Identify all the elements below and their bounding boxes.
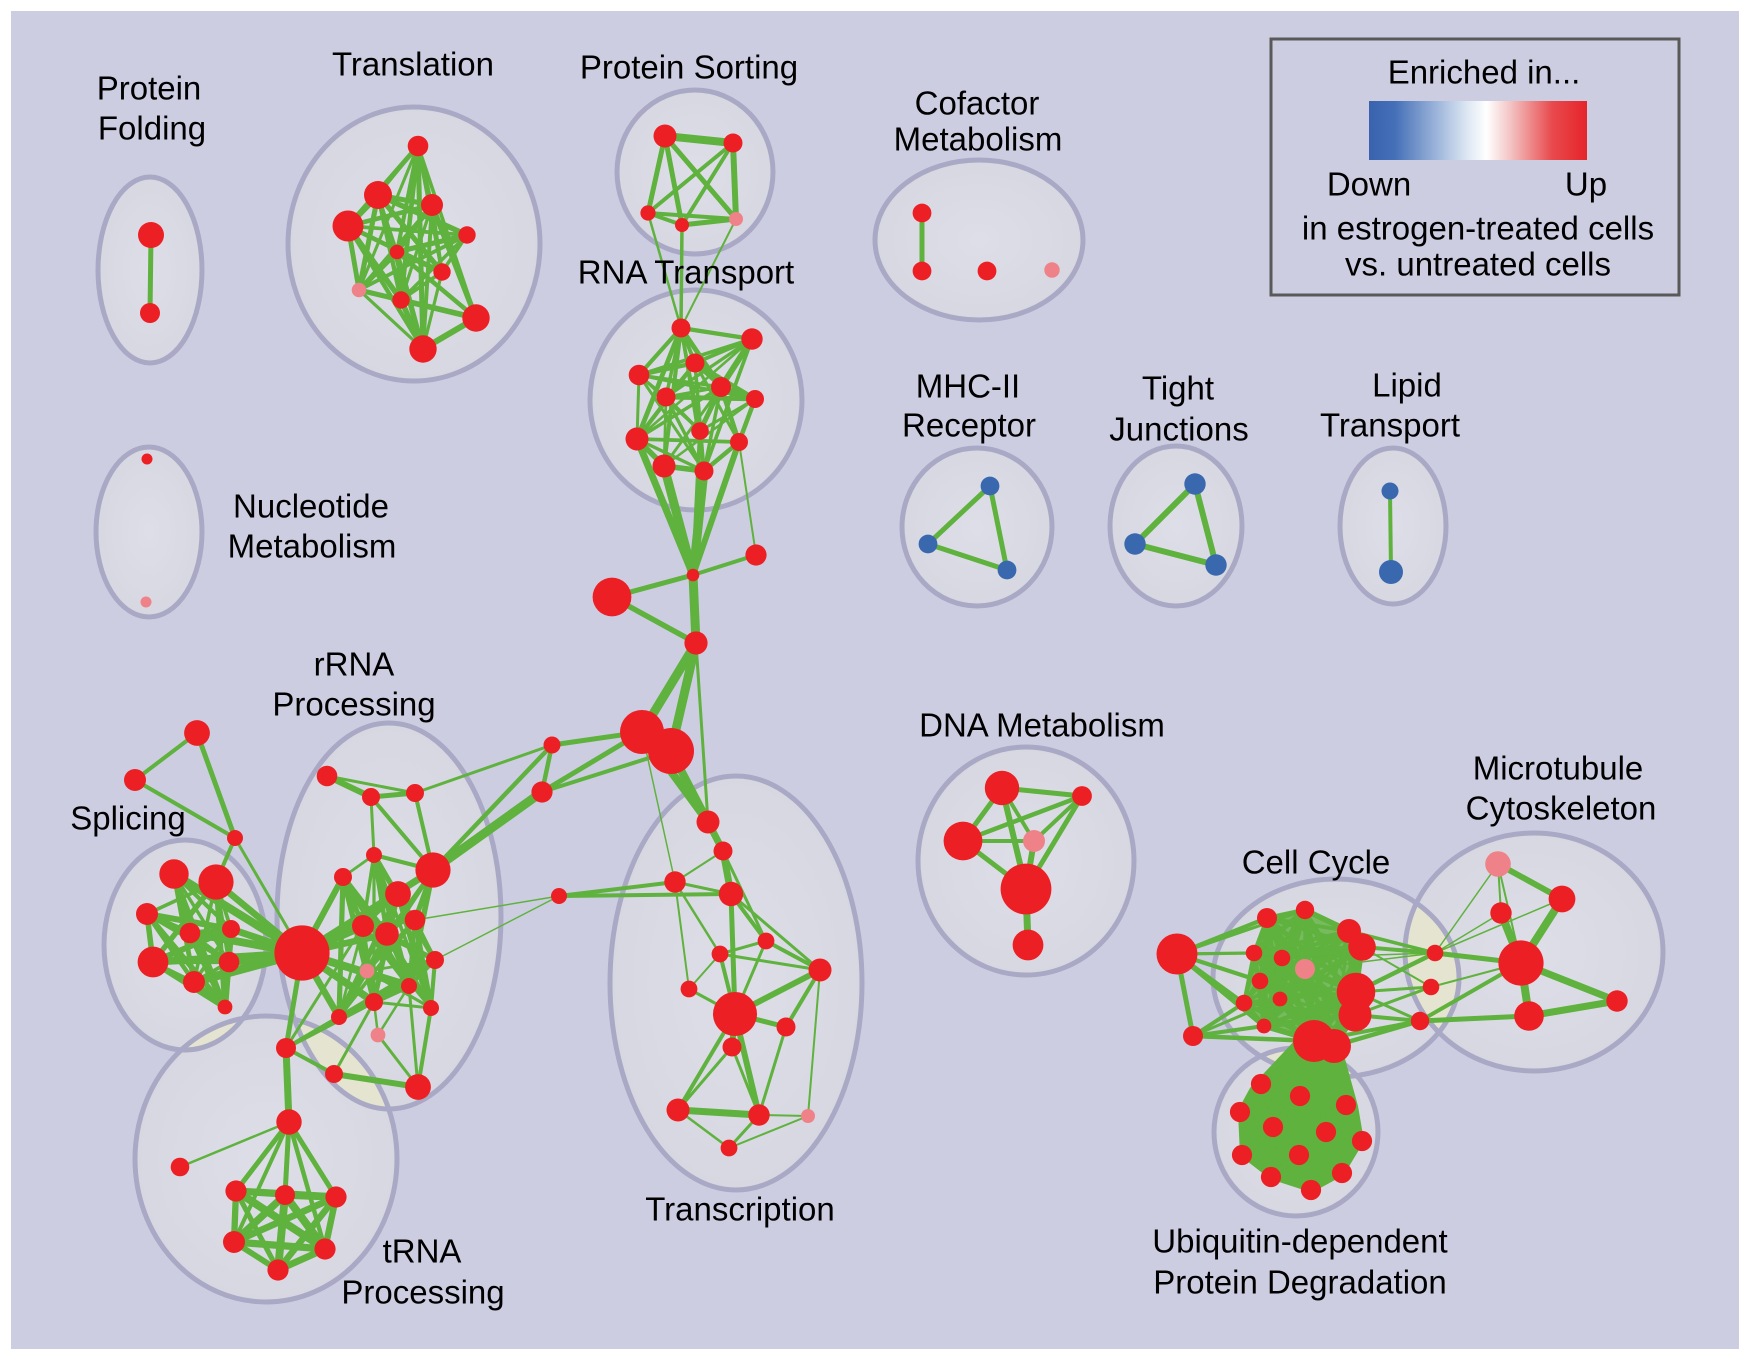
svg-text:Cofactor: Cofactor: [915, 85, 1040, 122]
svg-text:Protein Sorting: Protein Sorting: [580, 49, 798, 86]
svg-text:Receptor: Receptor: [902, 407, 1036, 444]
svg-text:Lipid: Lipid: [1372, 367, 1442, 404]
svg-text:MHC-II: MHC-II: [916, 368, 1020, 405]
svg-text:Translation: Translation: [332, 46, 494, 83]
svg-text:Cell Cycle: Cell Cycle: [1242, 844, 1391, 881]
svg-text:Processing: Processing: [272, 686, 435, 723]
svg-text:Transcription: Transcription: [645, 1191, 835, 1228]
svg-text:Transport: Transport: [1320, 407, 1460, 444]
svg-text:Tight: Tight: [1142, 370, 1214, 407]
svg-text:Junctions: Junctions: [1109, 411, 1248, 448]
svg-text:RNA Transport: RNA Transport: [578, 254, 794, 291]
svg-text:Protein: Protein: [97, 70, 202, 107]
svg-text:Protein Degradation: Protein Degradation: [1153, 1264, 1447, 1301]
svg-text:Ubiquitin-dependent: Ubiquitin-dependent: [1152, 1223, 1447, 1260]
svg-text:Metabolism: Metabolism: [894, 121, 1063, 158]
svg-text:rRNA: rRNA: [314, 646, 395, 683]
svg-text:Folding: Folding: [98, 110, 206, 147]
svg-text:Splicing: Splicing: [70, 800, 186, 837]
svg-text:Cytoskeleton: Cytoskeleton: [1466, 790, 1657, 827]
svg-text:Processing: Processing: [341, 1274, 504, 1311]
svg-text:vs. untreated cells: vs. untreated cells: [1345, 246, 1611, 283]
svg-text:Up: Up: [1565, 166, 1607, 203]
svg-text:Metabolism: Metabolism: [228, 528, 397, 565]
svg-text:Microtubule: Microtubule: [1473, 750, 1644, 787]
svg-text:tRNA: tRNA: [383, 1233, 462, 1270]
svg-text:DNA Metabolism: DNA Metabolism: [919, 707, 1165, 744]
svg-text:Enriched in...: Enriched in...: [1388, 54, 1581, 91]
svg-text:in estrogen-treated cells: in estrogen-treated cells: [1302, 210, 1654, 247]
svg-text:Nucleotide: Nucleotide: [233, 488, 389, 525]
svg-text:Down: Down: [1327, 166, 1411, 203]
